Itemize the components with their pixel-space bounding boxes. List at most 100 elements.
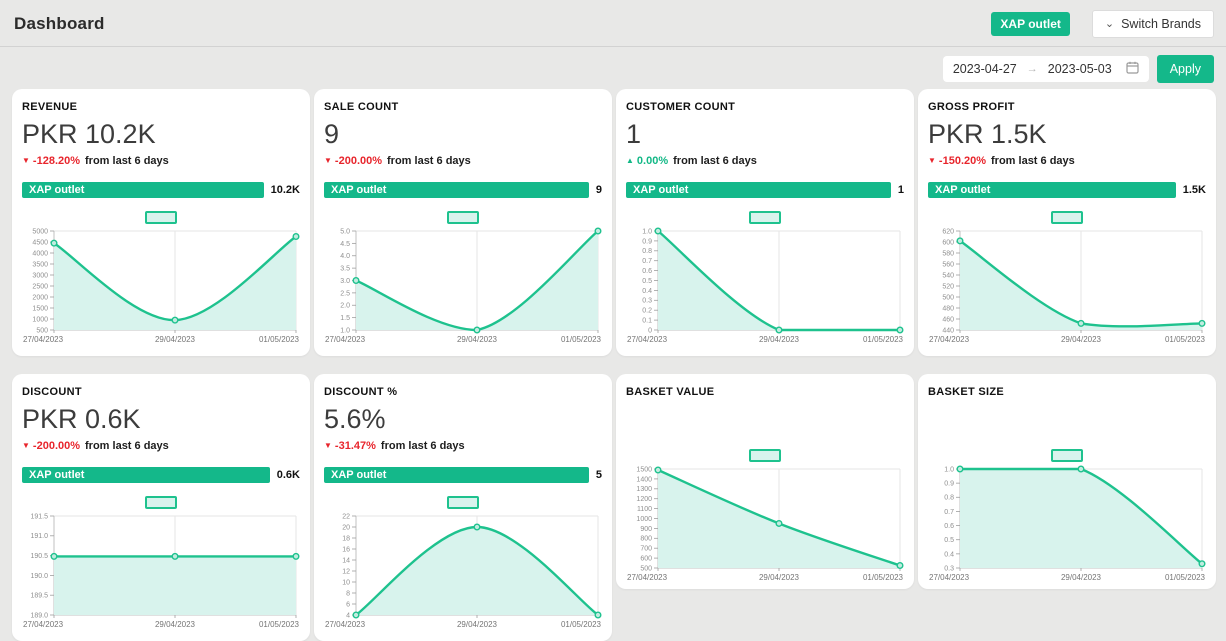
- svg-text:1100: 1100: [637, 506, 652, 513]
- date-range-input[interactable]: 2023-04-27 → 2023-05-03: [942, 56, 1149, 82]
- outlet-bar-label: XAP outlet: [633, 184, 689, 197]
- svg-text:440: 440: [942, 328, 954, 335]
- card-change-pct: -128.20%: [32, 155, 81, 168]
- switch-brands-label: Switch Brands: [1121, 17, 1201, 31]
- card-change-pct: -31.47%: [334, 440, 376, 453]
- outlet-bar[interactable]: XAP outlet: [22, 182, 264, 199]
- svg-text:01/05/2023: 01/05/2023: [561, 620, 602, 629]
- svg-text:0.3: 0.3: [944, 565, 954, 572]
- date-from-value[interactable]: 2023-04-27: [952, 62, 1017, 76]
- svg-text:01/05/2023: 01/05/2023: [1165, 573, 1206, 582]
- svg-text:1.0: 1.0: [944, 466, 954, 473]
- metric-card-gross-profit: GROSS PROFIT PKR 1.5K ▼ -150.20% from la…: [918, 89, 1216, 356]
- svg-text:01/05/2023: 01/05/2023: [1165, 335, 1206, 344]
- svg-text:4.5: 4.5: [340, 241, 350, 248]
- chart-legend-swatch[interactable]: [1051, 211, 1083, 225]
- svg-text:600: 600: [640, 556, 652, 563]
- calendar-icon[interactable]: [1126, 61, 1139, 77]
- svg-text:900: 900: [640, 526, 652, 533]
- trend-chart[interactable]: 1.0 0.9 0.8 0.7 0.6 0.5 0.4 0.327/04/2023 29/04/…: [928, 465, 1206, 583]
- svg-text:0.6: 0.6: [642, 268, 652, 275]
- outlet-bar-label: XAP outlet: [29, 184, 85, 197]
- trend-chart[interactable]: 191.5 191.0 190.5 190.0 189.5 189.027/04/2023…: [22, 512, 300, 630]
- trend-chart[interactable]: 5.0 4.5 4.0 3.5 3.0 2.5 2.0 1.5 1.027/04/2023 29/…: [324, 227, 602, 345]
- date-to-value[interactable]: 2023-05-03: [1047, 62, 1112, 76]
- trend-down-icon: ▼: [928, 156, 936, 166]
- metric-card-sale-count: SALE COUNT 9 ▼ -200.00% from last 6 days…: [314, 89, 612, 356]
- outlet-bar-value: 5: [595, 469, 602, 482]
- spacer: [928, 405, 1206, 449]
- card-title: SALE COUNT: [324, 101, 399, 113]
- trend-chart[interactable]: 5000450040003500300025002000150010005002…: [22, 227, 300, 345]
- svg-text:2.0: 2.0: [340, 303, 350, 310]
- card-change-suffix: from last 6 days: [673, 155, 757, 168]
- spacer: [626, 405, 904, 449]
- chart-legend-swatch[interactable]: [145, 496, 177, 510]
- trend-chart[interactable]: 22 20 18 16 14 12 10 8 6 427/04/2023 29/04/2023 01/…: [324, 512, 602, 630]
- svg-text:1.5: 1.5: [340, 315, 350, 322]
- chart-legend-swatch[interactable]: [447, 496, 479, 510]
- svg-text:0.2: 0.2: [642, 308, 652, 315]
- svg-text:18: 18: [342, 536, 350, 543]
- svg-text:500: 500: [640, 565, 652, 572]
- outlet-bar[interactable]: XAP outlet: [928, 182, 1176, 199]
- card-change-pct: 0.00%: [636, 155, 669, 168]
- svg-text:460: 460: [942, 317, 954, 324]
- svg-text:0.1: 0.1: [642, 318, 652, 325]
- svg-text:1500: 1500: [32, 306, 48, 313]
- chevron-down-icon: ⌄: [1104, 18, 1115, 30]
- svg-text:2.5: 2.5: [340, 291, 350, 298]
- svg-text:27/04/2023: 27/04/2023: [23, 620, 64, 629]
- outlet-bar[interactable]: XAP outlet: [324, 182, 589, 199]
- outlet-bar[interactable]: XAP outlet: [22, 467, 270, 484]
- card-change: ▼ -150.20% from last 6 days: [928, 155, 1206, 167]
- outlet-bar-label: XAP outlet: [935, 184, 991, 197]
- svg-text:8: 8: [346, 591, 350, 598]
- card-title: BASKET VALUE: [626, 386, 715, 398]
- svg-text:0: 0: [648, 328, 652, 335]
- card-change-pct: -200.00%: [32, 440, 81, 453]
- svg-text:4000: 4000: [32, 251, 48, 258]
- apply-button[interactable]: Apply: [1156, 55, 1214, 83]
- svg-text:1500: 1500: [636, 466, 652, 473]
- chart-legend-swatch[interactable]: [145, 211, 177, 225]
- svg-text:3000: 3000: [32, 273, 48, 280]
- svg-text:190.5: 190.5: [30, 553, 48, 560]
- svg-text:600: 600: [942, 240, 954, 247]
- trend-chart[interactable]: 620 600 580 560 540 520 500 480 460 44027/04/2023…: [928, 227, 1206, 345]
- svg-text:0.8: 0.8: [642, 249, 652, 256]
- svg-text:27/04/2023: 27/04/2023: [325, 620, 366, 629]
- svg-text:27/04/2023: 27/04/2023: [325, 335, 366, 344]
- switch-brands-button[interactable]: ⌄ Switch Brands: [1091, 10, 1214, 38]
- svg-text:190.0: 190.0: [30, 573, 48, 580]
- chart-legend-swatch[interactable]: [749, 211, 781, 225]
- svg-text:29/04/2023: 29/04/2023: [759, 335, 800, 344]
- svg-text:4.0: 4.0: [340, 253, 350, 260]
- svg-text:0.8: 0.8: [944, 495, 954, 502]
- svg-text:10: 10: [342, 580, 350, 587]
- outlet-bar-label: XAP outlet: [331, 469, 387, 482]
- chart-legend-swatch[interactable]: [749, 449, 781, 462]
- svg-text:12: 12: [342, 569, 350, 576]
- outlet-bar-row: XAP outlet 5: [324, 467, 602, 484]
- trend-chart[interactable]: 1.0 0.9 0.8 0.7 0.6 0.5 0.4 0.3 0.2 0.1 027/04/202…: [626, 227, 904, 345]
- svg-text:500: 500: [36, 328, 48, 335]
- card-value: 9: [324, 119, 340, 149]
- svg-text:01/05/2023: 01/05/2023: [259, 335, 300, 344]
- brand-badge: XAP outlet: [991, 12, 1070, 36]
- outlet-bar-row: XAP outlet 1.5K: [928, 182, 1206, 199]
- svg-text:5.0: 5.0: [340, 229, 350, 236]
- svg-text:29/04/2023: 29/04/2023: [1061, 335, 1102, 344]
- chart-legend-swatch[interactable]: [1051, 449, 1083, 462]
- outlet-bar[interactable]: XAP outlet: [626, 182, 891, 199]
- svg-text:191.5: 191.5: [30, 514, 48, 521]
- chart-legend-swatch[interactable]: [447, 211, 479, 225]
- card-value: 1: [626, 119, 642, 149]
- outlet-bar[interactable]: XAP outlet: [324, 467, 589, 484]
- svg-text:0.9: 0.9: [642, 239, 652, 246]
- arrow-right-icon: →: [1026, 63, 1038, 75]
- svg-text:3500: 3500: [32, 262, 48, 269]
- trend-chart[interactable]: 1500140013001200110010009008007006005002…: [626, 465, 904, 583]
- trend-up-icon: ▲: [626, 156, 634, 166]
- outlet-bar-row: XAP outlet 9: [324, 182, 602, 199]
